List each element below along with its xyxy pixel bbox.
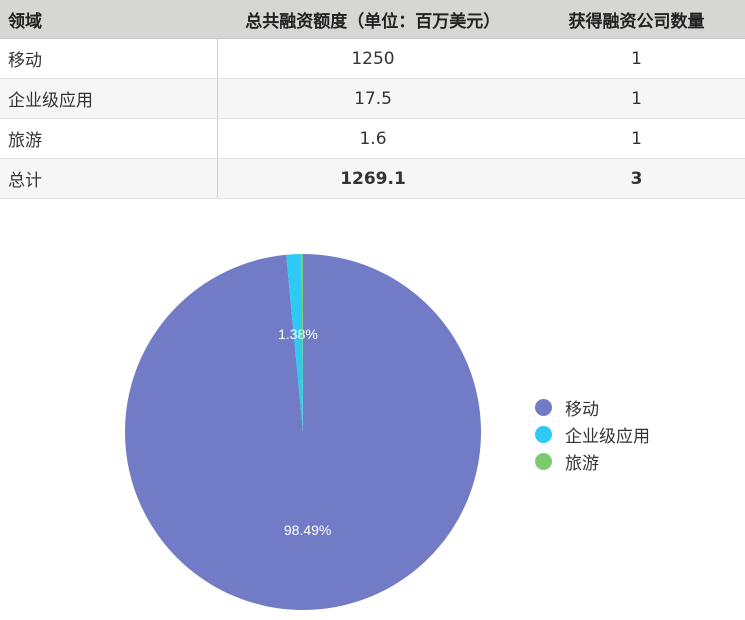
cell-count: 1 xyxy=(528,38,745,79)
cell-count: 1 xyxy=(528,118,745,159)
header-sector: 领域 xyxy=(0,0,218,39)
cell-sector: 移动 xyxy=(0,38,218,79)
header-company-count: 获得融资公司数量 xyxy=(528,0,745,39)
pie-slice-0[interactable] xyxy=(125,254,482,610)
legend-item-travel[interactable]: 旅游 xyxy=(535,448,650,475)
legend-label: 旅游 xyxy=(565,454,599,474)
cell-sector: 企业级应用 xyxy=(0,78,218,119)
legend-dot-icon xyxy=(535,426,552,443)
funding-table: 领域 总共融资额度（单位：百万美元） 获得融资公司数量 移动 1250 1 企业… xyxy=(0,0,745,199)
cell-sector: 旅游 xyxy=(0,118,218,159)
pie-slice-2[interactable] xyxy=(301,254,303,432)
cell-funding: 1.6 xyxy=(217,118,528,159)
cell-sector: 总计 xyxy=(0,158,218,199)
cell-funding: 1269.1 xyxy=(217,158,528,199)
legend-dot-icon xyxy=(535,453,552,470)
table-header-row: 领域 总共融资额度（单位：百万美元） 获得融资公司数量 xyxy=(0,0,745,39)
cell-funding: 1250 xyxy=(217,38,528,79)
table-row: 移动 1250 1 xyxy=(0,38,745,79)
table-row: 旅游 1.6 1 xyxy=(0,118,745,159)
table-row-total: 总计 1269.1 3 xyxy=(0,158,745,199)
cell-count: 1 xyxy=(528,78,745,119)
pie-chart: 98.49% 1.38% xyxy=(125,254,482,610)
legend-item-enterprise[interactable]: 企业级应用 xyxy=(535,421,650,448)
pie-data-label: 98.49% xyxy=(284,522,331,538)
legend-dot-icon xyxy=(535,399,552,416)
cell-funding: 17.5 xyxy=(217,78,528,119)
pie-slice-1[interactable] xyxy=(286,254,303,432)
legend-item-mobile[interactable]: 移动 xyxy=(535,394,650,421)
cell-count: 3 xyxy=(528,158,745,199)
legend-label: 移动 xyxy=(565,400,599,420)
pie-data-label: 1.38% xyxy=(278,326,318,342)
chart-legend: 移动 企业级应用 旅游 xyxy=(535,394,650,475)
header-total-funding: 总共融资额度（单位：百万美元） xyxy=(217,0,528,39)
legend-label: 企业级应用 xyxy=(565,427,650,447)
table-row: 企业级应用 17.5 1 xyxy=(0,78,745,119)
